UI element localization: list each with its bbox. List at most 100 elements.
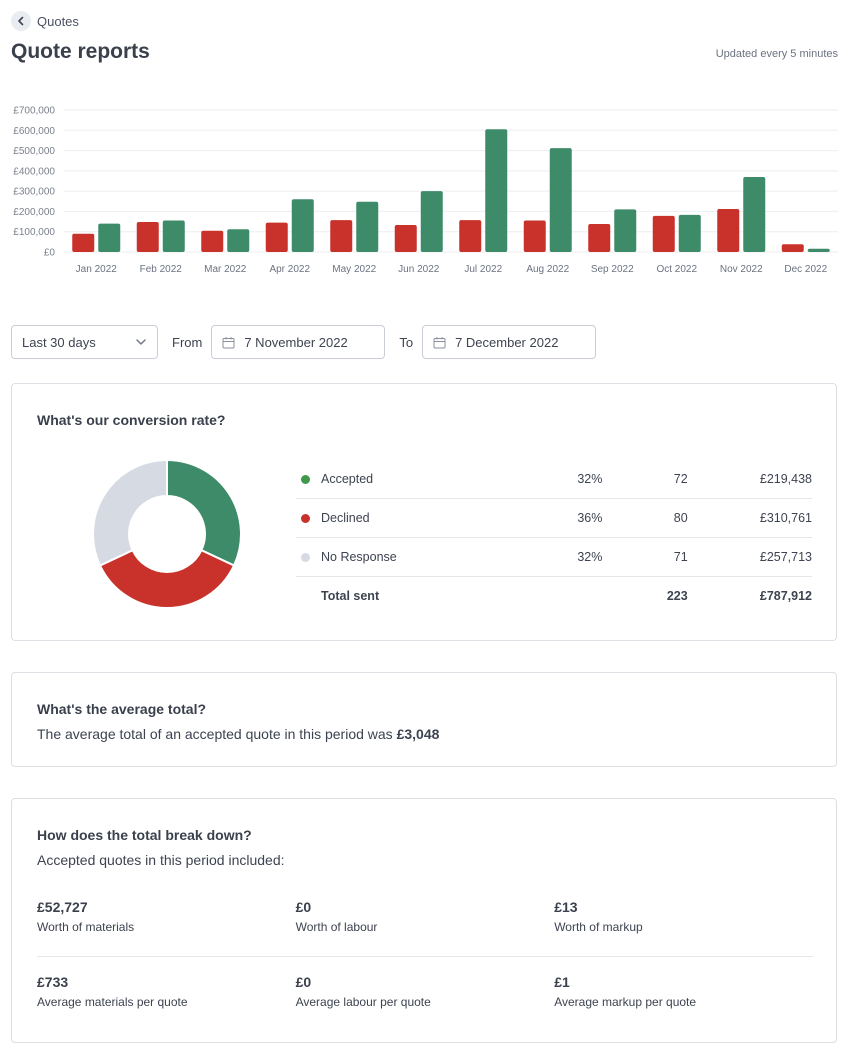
bar[interactable]	[136, 221, 159, 252]
x-tick-label: Feb 2022	[140, 264, 183, 275]
x-tick-label: Jul 2022	[464, 264, 502, 275]
breakdown-row-averages: £733 Average materials per quote £0 Aver…	[37, 957, 813, 1030]
donut-slice[interactable]	[98, 548, 236, 609]
bar[interactable]	[523, 220, 546, 252]
row-label: Accepted	[321, 472, 374, 486]
total-amount: £787,912	[759, 589, 813, 603]
row-amount: £257,713	[759, 550, 813, 564]
y-tick-label: £600,000	[13, 126, 55, 137]
x-tick-label: Jun 2022	[398, 264, 440, 275]
donut-slice[interactable]	[92, 459, 168, 567]
bar[interactable]	[394, 225, 417, 252]
bar[interactable]	[459, 220, 482, 252]
bar[interactable]	[678, 214, 701, 252]
breakdown-title: How does the total break down?	[37, 827, 252, 843]
page-title: Quote reports	[11, 40, 150, 63]
average-description: The average total of an accepted quote i…	[37, 726, 439, 742]
average-text: The average total of an accepted quote i…	[37, 726, 393, 742]
x-tick-label: Nov 2022	[720, 264, 763, 275]
conversion-row-total: Total sent 223 £787,912	[296, 577, 812, 615]
bar[interactable]	[549, 148, 572, 252]
stat-avg-markup: £1 Average markup per quote	[554, 974, 813, 1030]
stat-value: £52,727	[37, 899, 88, 915]
conversion-row-declined: Declined 36% 80 £310,761	[296, 499, 812, 538]
stat-avg-materials: £733 Average materials per quote	[37, 974, 296, 1030]
x-tick-label: Aug 2022	[526, 264, 569, 275]
back-button[interactable]	[11, 11, 31, 31]
bar[interactable]	[588, 224, 611, 252]
row-amount: £310,761	[759, 511, 813, 525]
bar[interactable]	[291, 199, 314, 252]
calendar-icon	[433, 336, 446, 348]
row-count: 80	[673, 511, 688, 525]
update-frequency-note: Updated every 5 minutes	[715, 48, 838, 60]
breadcrumb: Quotes	[11, 11, 79, 31]
to-date-input[interactable]: 7 December 2022	[422, 325, 597, 359]
bar[interactable]	[652, 215, 675, 252]
stat-materials: £52,727 Worth of materials	[37, 899, 296, 956]
average-total-card: What's the average total? The average to…	[11, 672, 837, 767]
total-count: 223	[666, 589, 688, 603]
stat-labour: £0 Worth of labour	[296, 899, 555, 956]
bar[interactable]	[614, 209, 637, 252]
conversion-rate-card: What's our conversion rate? Accepted 32%…	[11, 383, 837, 641]
bar[interactable]	[807, 248, 830, 252]
y-tick-label: £400,000	[13, 166, 55, 177]
y-tick-label: £200,000	[13, 207, 55, 218]
bar[interactable]	[201, 230, 224, 252]
average-title: What's the average total?	[37, 701, 207, 717]
bar[interactable]	[98, 223, 121, 252]
row-label: No Response	[321, 550, 397, 564]
period-select-value: Last 30 days	[22, 334, 96, 350]
bar[interactable]	[743, 176, 766, 252]
breadcrumb-quotes-link[interactable]: Quotes	[37, 13, 79, 29]
y-tick-label: £300,000	[13, 187, 55, 198]
stat-value: £733	[37, 974, 69, 990]
bar[interactable]	[72, 233, 95, 252]
x-tick-label: Sep 2022	[591, 264, 634, 275]
no-response-dot	[301, 552, 310, 562]
stat-value: £13	[554, 899, 578, 915]
bar[interactable]	[420, 191, 443, 252]
period-select[interactable]: Last 30 days	[11, 325, 158, 359]
bar[interactable]	[485, 129, 508, 252]
bar[interactable]	[781, 244, 804, 252]
chevron-down-icon	[136, 339, 146, 345]
bar[interactable]	[330, 220, 353, 252]
stat-label: Worth of markup	[554, 920, 643, 934]
y-tick-label: £100,000	[13, 227, 55, 238]
bar[interactable]	[227, 229, 250, 252]
stat-value: £0	[295, 899, 312, 915]
x-tick-label: Apr 2022	[269, 264, 310, 275]
donut-slice[interactable]	[166, 459, 242, 567]
stat-label: Average labour per quote	[295, 995, 431, 1009]
conversion-row-accepted: Accepted 32% 72 £219,438	[296, 460, 812, 499]
stat-value: £1	[554, 974, 570, 990]
calendar-icon	[222, 336, 235, 348]
y-tick-label: £500,000	[13, 146, 55, 157]
monthly-quotes-bar-chart: £0 £100,000 £200,000 £300,000 £400,000 £500,0…	[13, 106, 838, 275]
chevron-left-icon	[18, 16, 24, 26]
bar[interactable]	[356, 201, 379, 252]
accepted-dot	[301, 474, 310, 484]
bar[interactable]	[162, 220, 185, 252]
x-tick-label: May 2022	[332, 264, 376, 275]
row-label: Declined	[321, 511, 370, 525]
breakdown-subtitle: Accepted quotes in this period included:	[37, 852, 285, 868]
bar[interactable]	[717, 208, 740, 252]
stat-label: Average materials per quote	[37, 995, 188, 1009]
x-tick-label: Jan 2022	[76, 264, 118, 275]
stat-label: Average markup per quote	[554, 995, 697, 1009]
from-date-input[interactable]: 7 November 2022	[211, 325, 386, 359]
conversion-row-no-response: No Response 32% 71 £257,713	[296, 538, 812, 577]
stat-label: Worth of materials	[37, 920, 135, 934]
y-tick-label: £0	[44, 248, 56, 259]
row-count: 72	[673, 472, 688, 486]
conversion-table: Accepted 32% 72 £219,438 Declined 36% 80…	[296, 460, 812, 615]
stat-label: Worth of labour	[295, 920, 378, 934]
row-amount: £219,438	[759, 472, 813, 486]
y-tick-label: £700,000	[13, 106, 55, 117]
stat-markup: £13 Worth of markup	[554, 899, 813, 956]
bar[interactable]	[265, 222, 288, 252]
row-percent: 36%	[577, 511, 603, 525]
